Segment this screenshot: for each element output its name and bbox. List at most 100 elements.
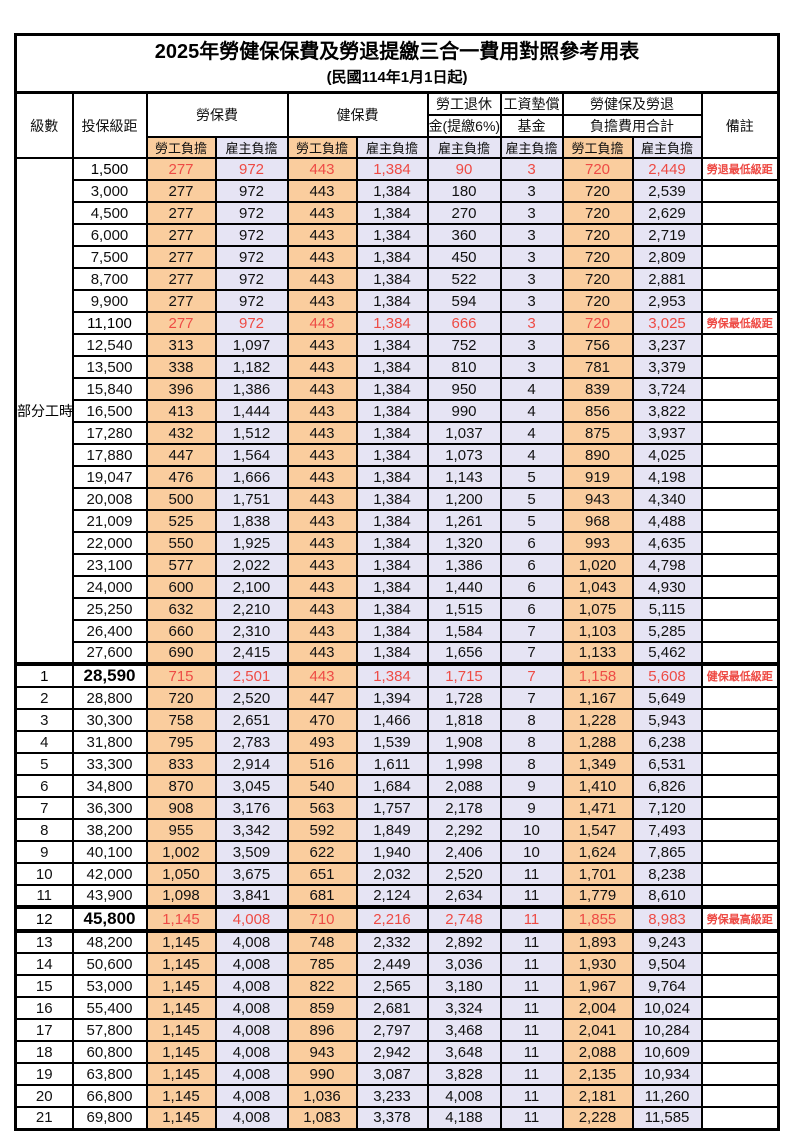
cell-health_emp: 443: [286, 421, 358, 445]
cell-note: [700, 553, 780, 577]
cell-fund_er: 3: [499, 245, 564, 269]
cell-labor_emp: 690: [145, 641, 217, 665]
table-row: 19 63,800 1,145 4,008 990 3,087 3,828 11 2,135 10…: [14, 1062, 780, 1086]
cell-total_emp: 1,855: [561, 905, 634, 933]
cell-bracket: 6,000: [71, 223, 148, 247]
cell-bracket: 17,880: [71, 443, 148, 467]
cell-total_er: 4,340: [631, 487, 703, 511]
cell-note: [700, 708, 780, 732]
cell-labor_emp: 1,145: [145, 1084, 217, 1108]
cell-labor_emp: 1,145: [145, 952, 217, 976]
cell-bracket: 11,100: [71, 311, 148, 335]
cell-note: [700, 355, 780, 379]
cell-bracket: 48,200: [71, 930, 148, 954]
cell-total_emp: 1,158: [561, 662, 634, 688]
cell-total_emp: 839: [561, 377, 634, 401]
cell-total_er: 4,488: [631, 509, 703, 533]
cell-bracket: 36,300: [71, 796, 148, 820]
cell-fund_er: 7: [499, 641, 564, 665]
cell-note: [700, 267, 780, 291]
cell-labor_er: 4,008: [214, 1106, 289, 1130]
cell-bracket: 12,540: [71, 333, 148, 357]
cell-total_er: 11,260: [631, 1084, 703, 1108]
cell-total_emp: 890: [561, 443, 634, 467]
header-row-2: 金(提繳6%) 基金 負擔費用合計: [16, 114, 779, 138]
cell-health_er: 1,384: [355, 289, 429, 313]
cell-note: [700, 1062, 780, 1086]
subheader-health-employee-share: 勞工負擔: [286, 136, 358, 159]
cell-fund_er: 6: [499, 597, 564, 621]
cell-labor_emp: 795: [145, 730, 217, 754]
table-row: 4,500 277 972 443 1,384 270 3 720 2,629: [16, 201, 780, 225]
cell-note: 勞退最低級距: [700, 157, 780, 181]
table-row: 8,700 277 972 443 1,384 522 3 720 2,881: [16, 267, 780, 291]
cell-total_emp: 1,075: [561, 597, 634, 621]
cell-fund_er: 11: [499, 996, 564, 1020]
col-header-wage-fund-line1: 工資墊償: [499, 91, 564, 116]
cell-total_emp: 720: [561, 245, 634, 269]
cell-pension_er: 2,292: [426, 818, 502, 842]
cell-total_emp: 2,228: [561, 1106, 634, 1130]
cell-bracket: 45,800: [71, 905, 148, 933]
subheader-labor-employee-share: 勞工負擔: [145, 136, 217, 159]
cell-pension_er: 1,818: [426, 708, 502, 732]
cell-pension_er: 1,656: [426, 641, 502, 665]
cell-pension_er: 1,584: [426, 619, 502, 643]
cell-note: [700, 443, 780, 467]
cell-fund_er: 10: [499, 818, 564, 842]
cell-note: [700, 421, 780, 445]
cell-level: 14: [14, 952, 74, 976]
cell-total_emp: 1,288: [561, 730, 634, 754]
cell-health_er: 1,394: [355, 686, 429, 710]
cell-total_emp: 781: [561, 355, 634, 379]
cell-labor_emp: 277: [145, 179, 217, 203]
cell-health_emp: 896: [286, 1018, 358, 1042]
cell-pension_er: 1,073: [426, 443, 502, 467]
cell-fund_er: 11: [499, 1040, 564, 1064]
cell-health_er: 1,384: [355, 509, 429, 533]
table-row: 11,100 277 972 443 1,384 666 3 720 3,025 勞保最低級距: [16, 311, 780, 335]
cell-bracket: 26,400: [71, 619, 148, 643]
cell-pension_er: 270: [426, 201, 502, 225]
cell-bracket: 3,000: [71, 179, 148, 203]
cell-total_er: 3,724: [631, 377, 703, 401]
cell-health_emp: 859: [286, 996, 358, 1020]
cell-health_emp: 443: [286, 267, 358, 291]
cell-fund_er: 8: [499, 708, 564, 732]
table-row: 26,400 660 2,310 443 1,384 1,584 7 1,103 5,285: [16, 619, 780, 643]
table-row: 21,009 525 1,838 443 1,384 1,261 5 968 4,488: [16, 509, 780, 533]
cell-total_emp: 1,349: [561, 752, 634, 776]
cell-note: [700, 465, 780, 489]
cell-bracket: 17,280: [71, 421, 148, 445]
cell-health_er: 3,233: [355, 1084, 429, 1108]
cell-health_emp: 443: [286, 597, 358, 621]
cell-pension_er: 2,892: [426, 930, 502, 954]
cell-total_emp: 1,967: [561, 974, 634, 998]
cell-labor_emp: 525: [145, 509, 217, 533]
cell-health_er: 1,466: [355, 708, 429, 732]
cell-health_er: 1,384: [355, 223, 429, 247]
cell-total_er: 2,809: [631, 245, 703, 269]
cell-health_emp: 443: [286, 245, 358, 269]
cell-labor_er: 2,783: [214, 730, 289, 754]
cell-health_er: 2,942: [355, 1040, 429, 1064]
cell-total_er: 7,493: [631, 818, 703, 842]
cell-bracket: 60,800: [71, 1040, 148, 1064]
cell-total_er: 7,865: [631, 840, 703, 864]
cell-fund_er: 3: [499, 289, 564, 313]
cell-labor_emp: 277: [145, 201, 217, 225]
cell-health_er: 2,332: [355, 930, 429, 954]
cell-labor_er: 1,512: [214, 421, 289, 445]
col-header-health-insurance: 健保費: [286, 91, 429, 138]
table-row: 25,250 632 2,210 443 1,384 1,515 6 1,075 5,115: [16, 597, 780, 621]
cell-fund_er: 7: [499, 619, 564, 643]
cell-health_er: 1,384: [355, 157, 429, 181]
cell-level: 11: [14, 884, 74, 908]
table-row: 12 45,800 1,145 4,008 710 2,216 2,748 11 1,855 8,…: [14, 905, 780, 933]
table-row: 15,840 396 1,386 443 1,384 950 4 839 3,724: [16, 377, 780, 401]
cell-note: [700, 996, 780, 1020]
cell-total_er: 6,826: [631, 774, 703, 798]
table-row: 6 34,800 870 3,045 540 1,684 2,088 9 1,410 6,826: [14, 774, 780, 798]
cell-note: [700, 377, 780, 401]
cell-labor_er: 1,751: [214, 487, 289, 511]
